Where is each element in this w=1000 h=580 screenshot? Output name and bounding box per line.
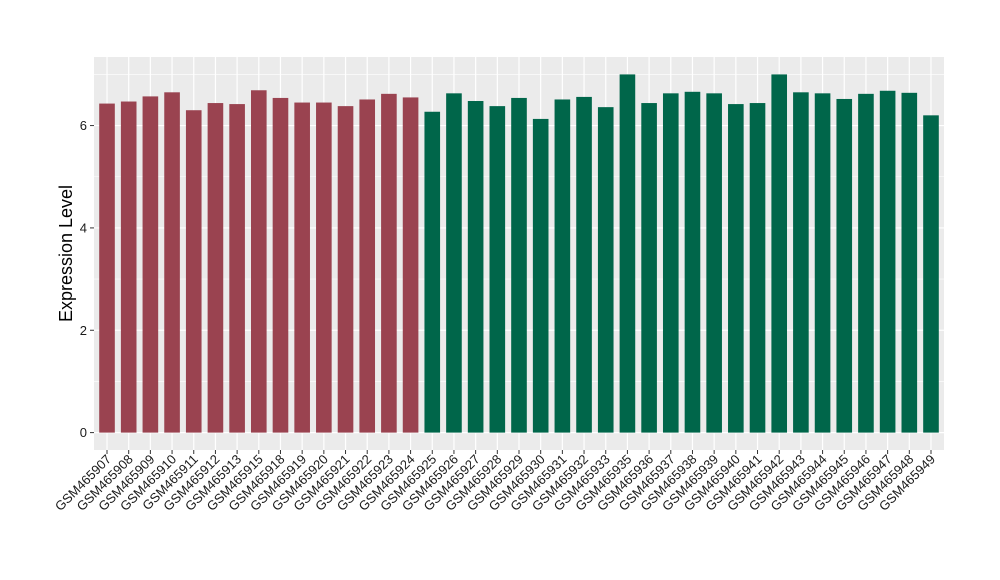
y-axis: 0 2 4 6	[80, 118, 94, 440]
bar-GSM465949	[923, 115, 939, 433]
bar-GSM465940	[728, 104, 744, 433]
bar-GSM465942	[771, 74, 788, 433]
bar-GSM465924	[402, 97, 419, 433]
bar-GSM465929	[511, 97, 527, 433]
bar-GSM465936	[641, 103, 657, 433]
y-tick-label: 0	[80, 425, 87, 440]
bar-GSM465909	[142, 96, 159, 433]
bar-GSM465919	[294, 102, 310, 433]
bar-GSM465932	[576, 96, 592, 433]
bar-GSM465944	[814, 93, 831, 433]
bar-GSM465913	[229, 104, 245, 433]
bar-GSM465937	[662, 93, 679, 433]
bars	[99, 74, 939, 433]
bar-GSM465915	[250, 90, 267, 433]
bar-GSM465925	[424, 111, 441, 433]
bar-GSM465943	[793, 92, 809, 433]
bar-GSM465931	[554, 99, 571, 433]
bar-GSM465946	[858, 93, 874, 433]
bar-GSM465945	[836, 98, 853, 433]
bar-GSM465920	[316, 102, 332, 433]
bar-GSM465933	[597, 107, 614, 433]
bar-GSM465948	[901, 92, 918, 433]
bar-GSM465939	[706, 93, 722, 433]
bar-GSM465912	[207, 103, 224, 433]
bar-GSM465947	[879, 90, 896, 433]
x-axis: GSM465907GSM465908GSM465909GSM465910GSM4…	[52, 450, 938, 514]
bar-GSM465930	[532, 118, 549, 433]
bar-GSM465921	[337, 106, 354, 433]
bar-GSM465935	[619, 74, 636, 433]
y-tick-label: 2	[80, 323, 87, 338]
bar-GSM465908	[120, 101, 137, 433]
bar-GSM465927	[467, 101, 484, 433]
bar-GSM465926	[446, 93, 462, 433]
bar-GSM465923	[381, 93, 397, 433]
bar-GSM465938	[684, 91, 701, 433]
bar-GSM465911	[185, 110, 202, 433]
y-tick-label: 4	[80, 220, 87, 235]
y-axis-title: Expression Level	[56, 185, 76, 322]
bar-GSM465907	[99, 103, 115, 433]
bar-GSM465918	[272, 97, 289, 433]
bar-GSM465941	[749, 103, 766, 433]
bar-GSM465910	[164, 92, 180, 433]
bar-GSM465922	[359, 99, 376, 433]
y-tick-label: 6	[80, 118, 87, 133]
bar-GSM465928	[489, 106, 506, 433]
